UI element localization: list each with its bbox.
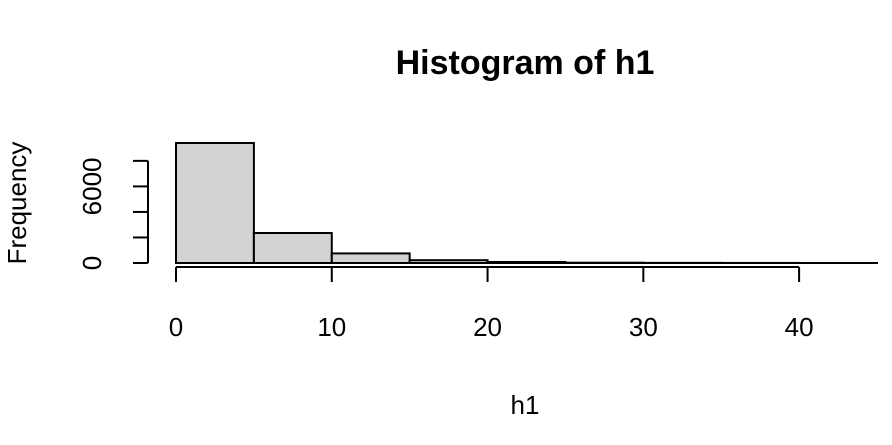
y-axis-ticks: 0 6000 (77, 157, 148, 270)
y-tick-label-0: 0 (77, 256, 107, 270)
x-tick-label-2: 20 (473, 312, 502, 342)
y-tick-label-3: 6000 (77, 157, 107, 215)
histogram-bar-3 (408, 259, 489, 265)
x-axis-ticks: 0 10 20 30 40 (169, 267, 814, 342)
x-tick-label-3: 30 (629, 312, 658, 342)
x-axis-label: h1 (511, 390, 540, 420)
histogram-bar-1 (252, 232, 333, 264)
histogram-bar-4 (486, 260, 567, 265)
y-axis-label: Frequency (2, 142, 32, 265)
chart-title: Histogram of h1 (396, 44, 655, 82)
x-tick-label-1: 10 (317, 312, 346, 342)
histogram-bar-0 (175, 142, 255, 264)
histogram-bar-2 (330, 252, 411, 265)
x-tick-label-4: 40 (785, 312, 814, 342)
x-tick-label-0: 0 (169, 312, 183, 342)
bars-group (175, 142, 878, 265)
